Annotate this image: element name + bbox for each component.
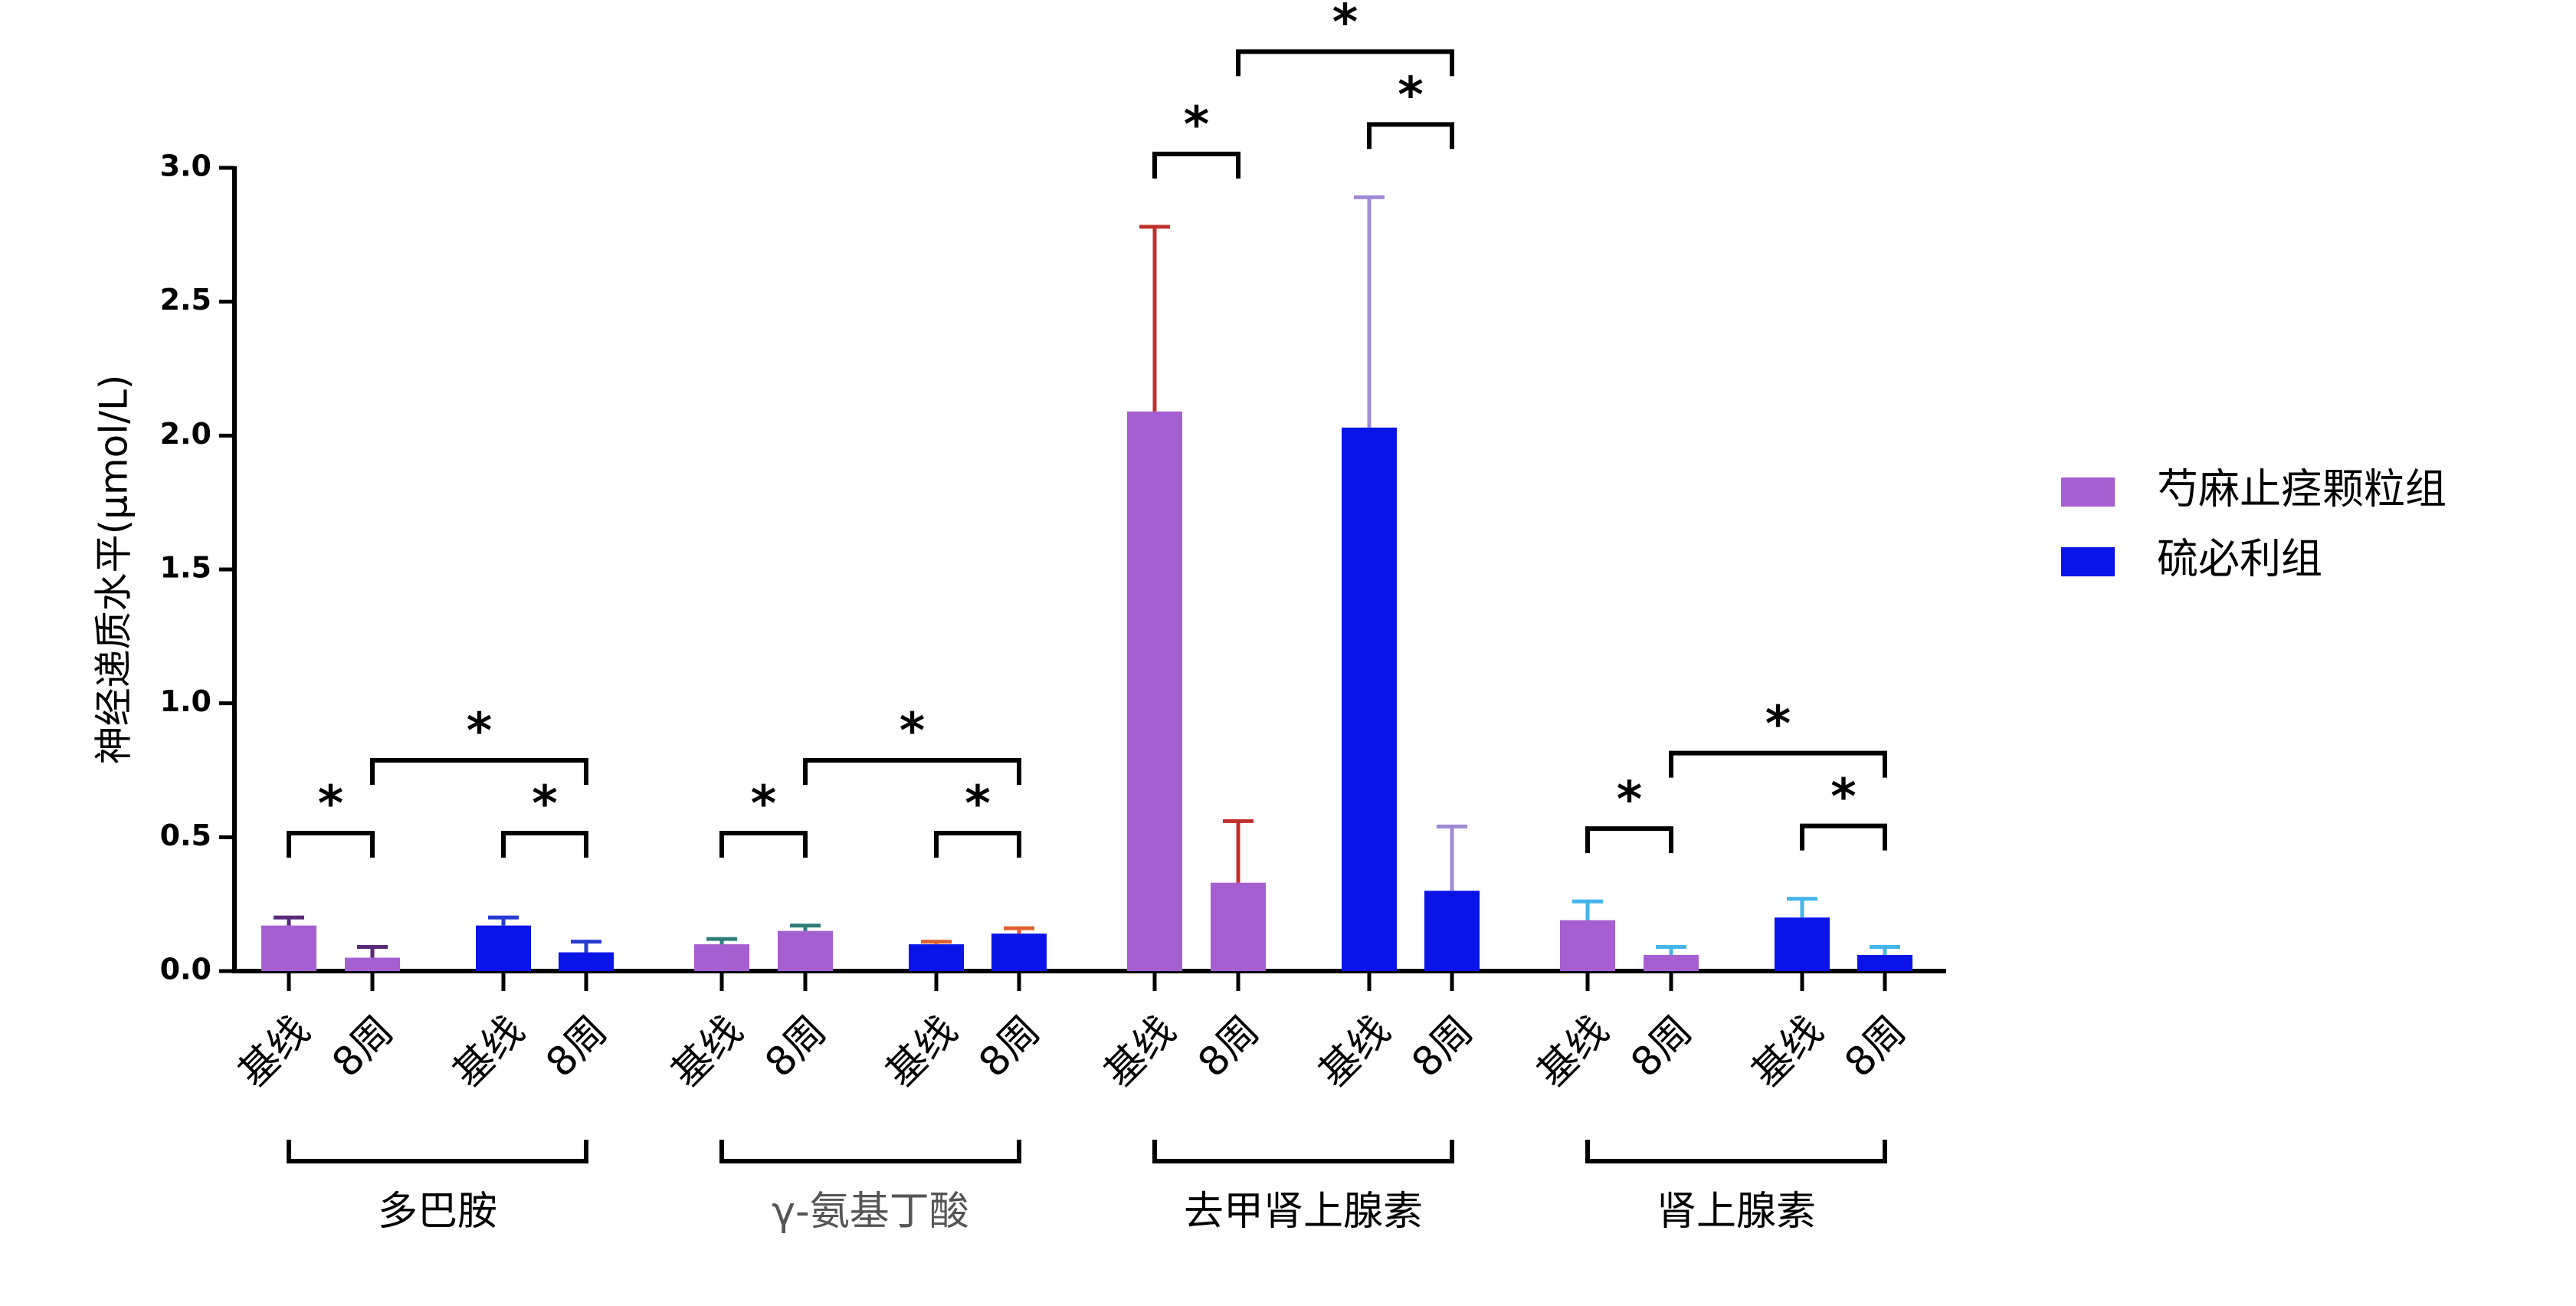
x-tick-label: 基线: [1529, 1008, 1617, 1097]
bar: [1342, 427, 1397, 971]
error-bar: [357, 945, 388, 958]
error-bar: [1870, 945, 1900, 956]
error-bar: [790, 924, 821, 931]
y-tick-label: 3.0: [160, 149, 211, 183]
error-bar: [1354, 195, 1385, 428]
significance-mark: *: [751, 776, 776, 833]
group-label: 肾上腺素: [1657, 1189, 1816, 1235]
bar: [1560, 920, 1615, 971]
error-bar: [274, 915, 304, 926]
bar: [1211, 882, 1266, 971]
x-tick-label: 基线: [444, 1008, 533, 1097]
bar: [1424, 891, 1480, 971]
group-label: γ-氨基丁酸: [772, 1189, 969, 1235]
group-bracket: [287, 1140, 588, 1163]
significance-bracket: [501, 831, 588, 858]
error-bar: [1223, 819, 1254, 883]
bar: [694, 944, 749, 971]
error-bar: [1004, 926, 1034, 934]
bar: [261, 925, 316, 971]
y-tick-label: 2.5: [160, 283, 211, 317]
significance-bracket: [1800, 823, 1887, 851]
x-tick-label: 8周: [756, 1008, 835, 1087]
significance-bracket: [1367, 122, 1454, 149]
significance-bracket: [1152, 151, 1240, 179]
significance-bracket: [370, 758, 588, 785]
legend-swatch: [2061, 477, 2115, 507]
y-tick-label: 0.0: [160, 953, 211, 986]
group-label: 多巴胺: [378, 1189, 497, 1235]
error-bar: [1787, 897, 1817, 918]
significance-mark: *: [467, 704, 492, 760]
significance-mark: *: [1830, 769, 1856, 825]
y-tick-label: 2.0: [160, 417, 211, 451]
error-bar: [921, 940, 952, 945]
error-bar: [1139, 225, 1170, 412]
x-tick-label: 8周: [1622, 1008, 1701, 1087]
significance-bracket: [1585, 826, 1673, 854]
y-axis-label: 神经递质水平(μmol/L): [92, 375, 136, 765]
group-bracket: [1152, 1140, 1454, 1163]
x-tick-label: 8周: [1836, 1008, 1915, 1087]
significance-mark: *: [965, 776, 990, 833]
bar: [909, 944, 964, 971]
group-label: 去甲肾上腺素: [1184, 1189, 1423, 1235]
bar: [1644, 955, 1699, 971]
y-tick-label: 0.5: [160, 819, 211, 852]
bar: [991, 934, 1047, 971]
bar: [559, 952, 614, 971]
significance-bracket: [803, 758, 1021, 785]
bar: [778, 930, 833, 971]
x-tick-label: 基线: [230, 1008, 319, 1097]
significance-bracket: [287, 831, 375, 858]
y-tick-label: 1.0: [160, 684, 211, 718]
significance-mark: *: [318, 776, 343, 833]
legend-label: 硫必利组: [2157, 535, 2322, 583]
y-tick-label: 1.5: [160, 551, 211, 585]
x-tick-label: 8周: [1189, 1008, 1268, 1087]
significance-mark: *: [1184, 97, 1209, 153]
x-tick-label: 基线: [1096, 1008, 1185, 1097]
legend-swatch: [2061, 547, 2115, 576]
x-tick-label: 8周: [970, 1008, 1049, 1087]
error-bar: [488, 915, 519, 926]
error-bar: [1437, 824, 1467, 891]
error-bar: [706, 937, 737, 945]
error-bar: [1656, 945, 1686, 956]
x-tick-label: 8周: [323, 1008, 402, 1087]
significance-mark: *: [1617, 772, 1642, 829]
significance-mark: *: [1332, 0, 1358, 51]
significance-bracket: [719, 831, 808, 858]
bar: [1775, 917, 1830, 971]
x-tick-label: 基线: [1743, 1008, 1832, 1097]
group-bracket: [719, 1140, 1021, 1163]
x-tick-label: 8周: [1403, 1008, 1482, 1087]
bar: [1127, 411, 1182, 971]
significance-mark: *: [900, 704, 925, 760]
x-tick-label: 基线: [1310, 1008, 1399, 1097]
significance-bracket: [934, 831, 1021, 858]
x-tick-label: 8周: [537, 1008, 616, 1087]
legend-label: 芍麻止痉颗粒组: [2157, 465, 2447, 514]
x-tick-label: 基线: [877, 1008, 966, 1097]
error-bar: [571, 940, 601, 953]
x-tick-label: 基线: [663, 1008, 752, 1097]
bar: [345, 957, 400, 971]
bar: [476, 925, 531, 971]
group-bracket: [1585, 1140, 1887, 1163]
bar: [1857, 955, 1912, 971]
error-bar: [1572, 899, 1603, 920]
significance-mark: *: [1398, 67, 1423, 124]
significance-mark: *: [1765, 696, 1791, 753]
significance-bracket: [1236, 49, 1454, 77]
significance-bracket: [1669, 750, 1887, 778]
significance-mark: *: [532, 776, 557, 833]
